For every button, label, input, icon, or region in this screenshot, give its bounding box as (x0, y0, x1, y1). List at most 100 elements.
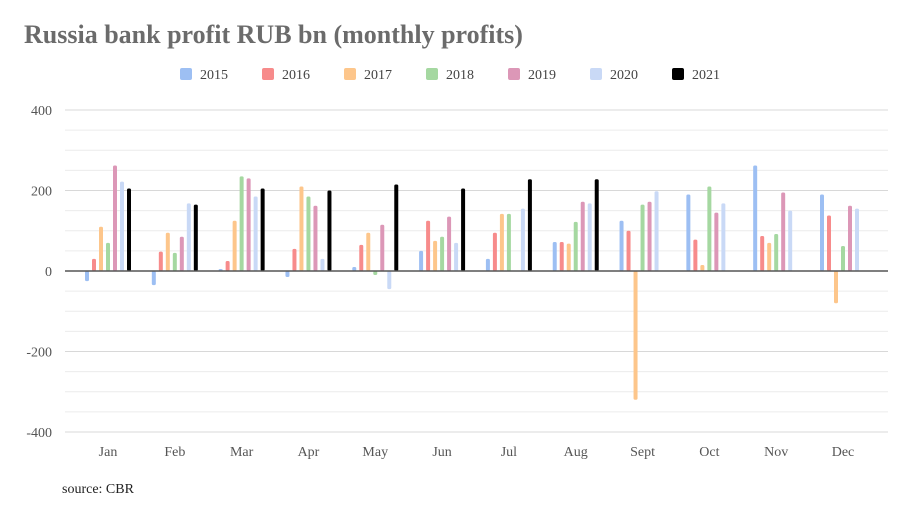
bar-2020-Sept (654, 191, 659, 271)
bar-2020-Dec (855, 208, 859, 271)
bar-2019-Apr (313, 205, 318, 271)
bar-2017-Mar (232, 220, 237, 271)
bar-2020-Apr (320, 258, 325, 271)
bar-2019-Nov (781, 192, 786, 271)
legend-label-2016: 2016 (282, 68, 310, 83)
x-tick-label: May (362, 445, 388, 460)
bar-2018-Sept (640, 204, 645, 271)
bar-2017-Oct (700, 264, 705, 271)
bar-2021-Aug (594, 179, 599, 271)
bar-2016-Jul (492, 232, 497, 271)
bar-2016-Aug (559, 242, 564, 271)
bar-2018-Jun (440, 236, 445, 271)
legend-label-2019: 2019 (528, 68, 556, 83)
bar-2018-Dec (841, 246, 845, 271)
bar-2020-Nov (788, 210, 793, 271)
bar-2015-Jun (419, 250, 424, 271)
bar-2017-May (366, 232, 371, 271)
bar-2018-Jan (106, 242, 110, 271)
y-tick-label: -400 (26, 426, 52, 441)
y-tick-label: 0 (45, 265, 52, 280)
bar-2018-Feb (172, 252, 177, 271)
bar-2016-Sept (626, 230, 631, 271)
bar-2020-Oct (721, 203, 726, 271)
bar-2021-Jan (127, 188, 131, 271)
bar-2015-Jan (85, 271, 89, 282)
bar-2017-Dec (834, 271, 838, 304)
bar-2016-Oct (693, 239, 698, 271)
x-tick-label: Apr (298, 445, 320, 460)
bar-2019-Dec (848, 205, 852, 271)
bar-2017-Apr (299, 186, 304, 271)
x-tick-label: Dec (832, 445, 855, 460)
bar-2020-Jan (120, 181, 124, 271)
x-tick-label: Mar (230, 445, 254, 460)
bar-2021-May (394, 184, 399, 271)
bar-2016-Nov (760, 235, 765, 271)
legend-label-2018: 2018 (446, 68, 474, 83)
legend-swatch-2019 (508, 68, 520, 80)
bar-2016-Jan (92, 258, 96, 271)
bar-2018-Aug (573, 221, 578, 271)
bar-2016-Jun (426, 220, 431, 271)
bar-2020-Feb (186, 203, 191, 271)
bar-2016-Apr (292, 248, 297, 271)
legend-label-2021: 2021 (692, 68, 720, 83)
bar-2015-May (352, 266, 357, 271)
bar-2018-May (373, 271, 378, 276)
bar-2015-Dec (820, 194, 824, 271)
x-tick-label: Jan (99, 445, 118, 460)
bar-2017-Jun (433, 240, 438, 271)
x-tick-label: Jul (501, 445, 517, 460)
bar-2021-Apr (327, 190, 332, 271)
bar-2018-Jul (506, 213, 511, 271)
y-tick-label: 400 (31, 104, 52, 119)
bar-2017-Jul (499, 213, 504, 271)
legend-swatch-2018 (426, 68, 438, 80)
bar-2017-Nov (767, 242, 772, 271)
legend-swatch-2021 (672, 68, 684, 80)
bar-2020-Aug (587, 203, 592, 271)
bar-2015-Aug (552, 242, 557, 271)
legend-swatch-2016 (262, 68, 274, 80)
x-tick-label: Nov (764, 445, 788, 460)
bar-2015-Feb (151, 271, 156, 286)
bar-2020-Jul (520, 208, 525, 271)
x-tick-label: Oct (699, 445, 719, 460)
source-note: source: CBR (62, 482, 134, 497)
x-tick-label: Jun (432, 445, 451, 460)
bar-2020-Jun (454, 242, 459, 271)
bar-2016-Mar (225, 260, 230, 271)
y-tick-label: -200 (26, 346, 52, 361)
legend-label-2020: 2020 (610, 68, 638, 83)
bar-2021-Feb (193, 204, 198, 271)
x-tick-label: Aug (564, 445, 588, 460)
bar-2019-Sept (647, 201, 652, 271)
bar-2017-Aug (566, 243, 571, 271)
x-tick-label: Feb (164, 445, 185, 460)
bar-2015-Oct (686, 194, 691, 271)
bar-2018-Oct (707, 186, 712, 271)
legend-swatch-2015 (180, 68, 192, 80)
bar-2019-Jan (113, 165, 117, 271)
chart-title: Russia bank profit RUB bn (monthly profi… (24, 20, 523, 49)
bar-2019-Oct (714, 212, 719, 271)
legend-swatch-2020 (590, 68, 602, 80)
bar-2016-May (359, 244, 364, 271)
bar-2015-Nov (753, 165, 758, 271)
x-tick-label: Sept (630, 445, 655, 460)
bar-2019-May (380, 224, 385, 271)
bar-2016-Feb (158, 251, 163, 271)
bar-2020-May (387, 271, 392, 290)
bar-2017-Sept (633, 271, 638, 400)
bar-2015-Jul (485, 258, 490, 271)
bar-2017-Jan (99, 226, 103, 271)
bar-2021-Mar (260, 188, 265, 271)
y-tick-label: 200 (31, 185, 52, 200)
legend-label-2017: 2017 (364, 68, 392, 83)
bar-2018-Mar (239, 176, 244, 271)
bar-2019-Feb (179, 236, 184, 271)
bar-2019-Aug (580, 201, 585, 271)
bar-2018-Apr (306, 196, 311, 271)
